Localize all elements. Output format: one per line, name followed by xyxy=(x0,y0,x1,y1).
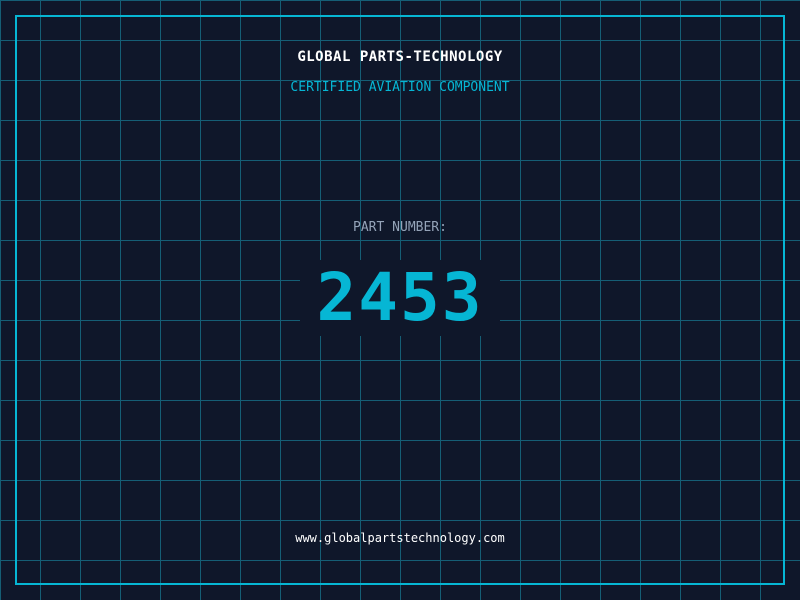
border-frame xyxy=(15,15,785,585)
part-number-background xyxy=(300,260,500,336)
subtitle: CERTIFIED AVIATION COMPONENT xyxy=(290,80,510,95)
part-number-label: PART NUMBER: xyxy=(353,220,447,235)
part-number-value: 2453 xyxy=(316,259,484,336)
company-title: GLOBAL PARTS-TECHNOLOGY xyxy=(297,49,503,65)
website-url: www.globalpartstechnology.com xyxy=(295,531,505,545)
